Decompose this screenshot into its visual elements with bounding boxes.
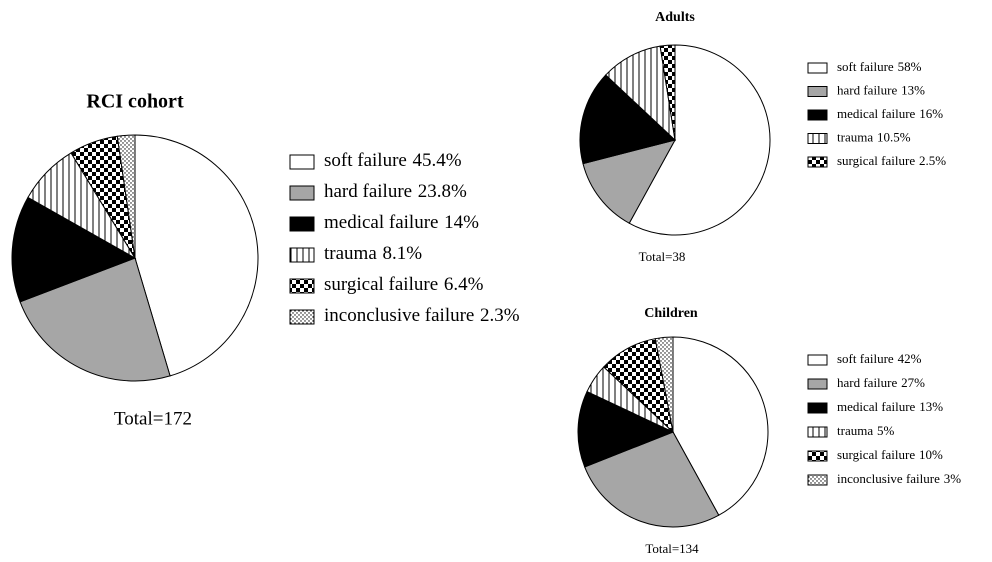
legend-value: 45.4% (413, 150, 462, 171)
pie-slice (582, 139, 676, 224)
legend-value: 14% (444, 212, 479, 233)
legend-value: 5% (877, 423, 895, 438)
legend-name: hard failure (324, 181, 412, 202)
legend-name: surgical failure (837, 153, 915, 168)
legend-label: medical failure 13% (837, 399, 943, 414)
legend-label: trauma 10.5% (837, 129, 911, 144)
legend-label: hard failure 23.8% (324, 181, 467, 202)
legend-value: 3% (944, 471, 962, 486)
legend-swatch (289, 185, 315, 201)
legend-swatch (807, 474, 828, 486)
legend-name: medical failure (837, 106, 916, 121)
legend-swatch (289, 309, 315, 325)
legend-label: trauma 5% (837, 423, 894, 438)
total-label: Total=134 (645, 541, 699, 556)
legend-label: soft failure 45.4% (324, 150, 462, 171)
legend-name: inconclusive failure (324, 305, 474, 326)
legend-value: 13% (901, 82, 925, 97)
legend-value: 13% (919, 399, 943, 414)
pie-slice (659, 44, 676, 141)
legend-swatch (807, 378, 828, 390)
chart-title: RCI cohort (86, 91, 184, 113)
legend-label: medical failure 16% (837, 106, 943, 121)
legend-label: surgical failure 2.5% (837, 153, 946, 168)
legend-name: soft failure (837, 351, 894, 366)
legend-name: trauma (837, 129, 873, 144)
legend-label: soft failure 58% (837, 59, 922, 74)
legend-name: trauma (837, 423, 873, 438)
total-label: Total=172 (114, 408, 192, 429)
legend-value: 8.1% (382, 243, 422, 264)
legend-name: inconclusive failure (837, 471, 940, 486)
legend-swatch (807, 402, 828, 414)
legend-swatch (289, 154, 315, 170)
pie-slice (584, 431, 720, 528)
legend-label: inconclusive failure 3% (837, 471, 961, 486)
legend-name: surgical failure (324, 274, 438, 295)
legend-name: medical failure (837, 399, 916, 414)
legend-name: medical failure (324, 212, 438, 233)
legend-value: 42% (898, 351, 922, 366)
pie-slice (672, 336, 769, 516)
legend-value: 58% (898, 59, 922, 74)
pie-slice (577, 390, 675, 468)
legend-swatch (807, 426, 828, 438)
legend-swatch (289, 278, 315, 294)
legend-name: trauma (324, 243, 377, 264)
chart-title: Children (644, 306, 698, 321)
legend-value: 23.8% (418, 181, 467, 202)
legend-label: surgical failure 10% (837, 447, 943, 462)
legend-value: 27% (901, 375, 925, 390)
legend-swatch (807, 156, 828, 168)
legend-value: 10% (919, 447, 943, 462)
legend-name: hard failure (837, 82, 898, 97)
legend-label: inconclusive failure 2.3% (324, 305, 520, 326)
pie-slice (654, 336, 674, 433)
pie-slice (11, 196, 137, 303)
legend-swatch (807, 354, 828, 366)
legend-name: soft failure (324, 150, 407, 171)
pie-slice (19, 257, 171, 382)
legend-swatch (807, 86, 828, 97)
legend-name: surgical failure (837, 447, 915, 462)
legend-value: 16% (919, 106, 943, 121)
legend-label: soft failure 42% (837, 351, 922, 366)
legend-name: hard failure (837, 375, 898, 390)
pie-slice (628, 44, 771, 236)
legend-value: 6.4% (444, 274, 484, 295)
legend-label: trauma 8.1% (324, 243, 422, 264)
legend-swatch (807, 450, 828, 462)
legend-label: surgical failure 6.4% (324, 274, 484, 295)
legend-value: 2.3% (480, 305, 520, 326)
legend-value: 2.5% (919, 153, 946, 168)
legend-swatch (289, 247, 315, 263)
legend-label: medical failure 14% (324, 212, 479, 233)
legend-name: soft failure (837, 59, 894, 74)
total-label: Total=38 (639, 249, 686, 264)
legend-label: hard failure 27% (837, 375, 925, 390)
legend-swatch (807, 133, 828, 144)
legend-swatch (807, 109, 828, 121)
chart-title: Adults (655, 10, 695, 25)
pie-slice (134, 134, 259, 377)
pie-slice (579, 74, 677, 165)
legend-label: hard failure 13% (837, 82, 925, 97)
legend-value: 10.5% (877, 129, 911, 144)
legend-swatch (807, 62, 828, 74)
legend-swatch (289, 216, 315, 232)
pie-slice (116, 134, 136, 259)
